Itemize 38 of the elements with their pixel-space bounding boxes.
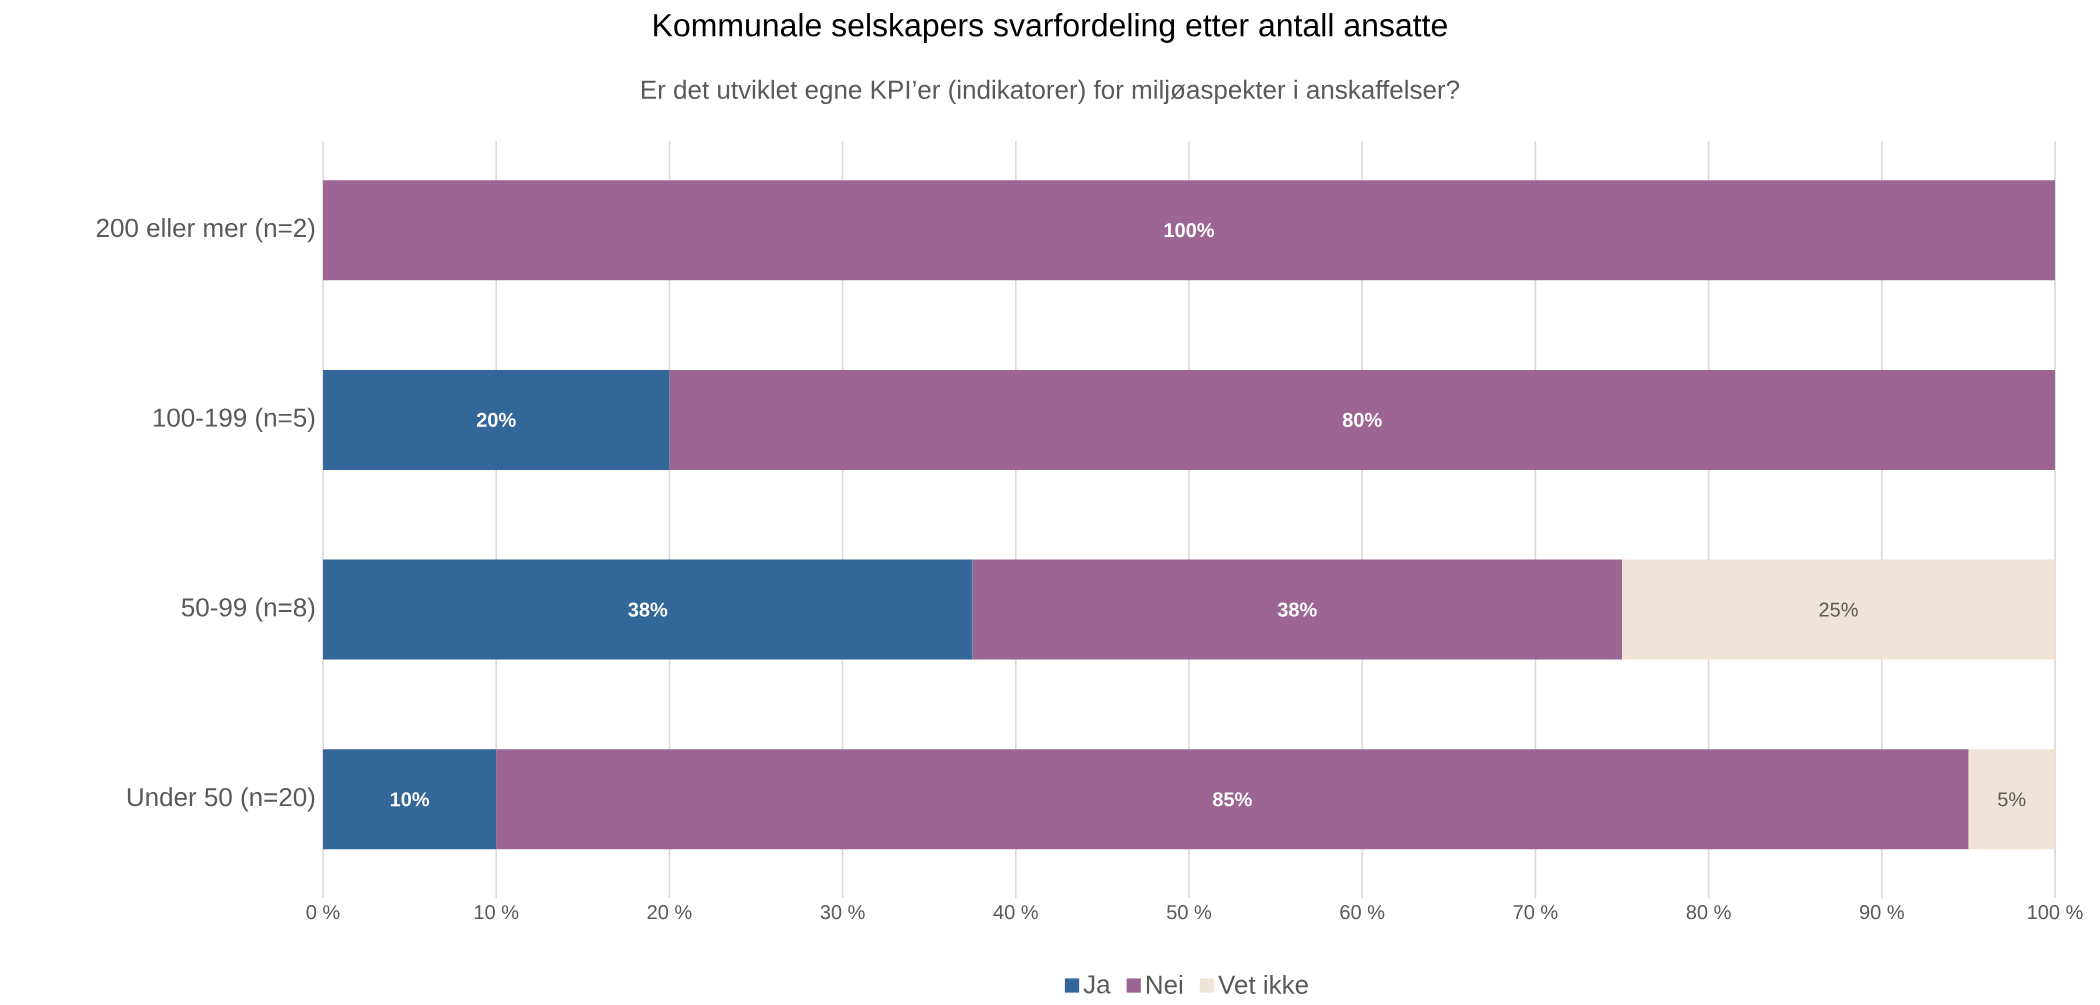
- chart-subtitle: Er det utviklet egne KPI’er (indikatorer) for miljøaspekter i anskaffelser?: [641, 80, 1460, 105]
- data-label: 85%: [1212, 792, 1252, 807]
- x-tick-label: 0 %: [306, 905, 340, 920]
- bar: [669, 370, 2055, 471]
- bar: [1622, 559, 2055, 660]
- x-tick-label: 90 %: [1859, 905, 1904, 920]
- y-tick-label: 50-99 (n=8): [181, 597, 315, 622]
- x-tick-label: 60 %: [1340, 905, 1385, 920]
- bar: [323, 370, 670, 471]
- data-label: 20%: [476, 412, 516, 428]
- bar: [1968, 749, 2055, 850]
- data-label: 10%: [390, 792, 430, 807]
- x-tick-label: 20 %: [647, 905, 692, 920]
- bar: [972, 559, 1623, 660]
- x-tick-label: 40 %: [993, 905, 1038, 920]
- bar: [323, 559, 973, 660]
- x-tick-label: 50 %: [1167, 905, 1212, 920]
- legend-label: Nei: [1146, 975, 1183, 995]
- legend-label: Ja: [1083, 975, 1111, 994]
- data-label: 25%: [1819, 602, 1858, 617]
- data-label: 100%: [1164, 223, 1215, 238]
- x-tick-label: 100 %: [2028, 905, 2083, 920]
- x-tick-label: 30 %: [820, 905, 865, 920]
- data-label: 38%: [1277, 602, 1317, 617]
- data-label: 80%: [1342, 412, 1382, 428]
- x-tick-label: 10 %: [474, 905, 519, 920]
- y-tick-label: 100-199 (n=5): [153, 407, 315, 433]
- chart-title: Kommunale selskapers svarfordeling etter antall ansatte: [654, 13, 1447, 44]
- bar: [323, 749, 497, 850]
- x-tick-label: 80 %: [1686, 905, 1731, 920]
- data-label: 5%: [1998, 792, 2026, 807]
- y-tick-label: 200 eller mer (n=2): [96, 218, 315, 243]
- bar: [323, 180, 2055, 281]
- bar: [496, 749, 1969, 850]
- legend-label: Vet ikke: [1218, 975, 1308, 995]
- y-tick-label: Under 50 (n=20): [127, 787, 315, 812]
- x-tick-label: 70 %: [1513, 905, 1558, 920]
- data-label: 38%: [628, 602, 668, 617]
